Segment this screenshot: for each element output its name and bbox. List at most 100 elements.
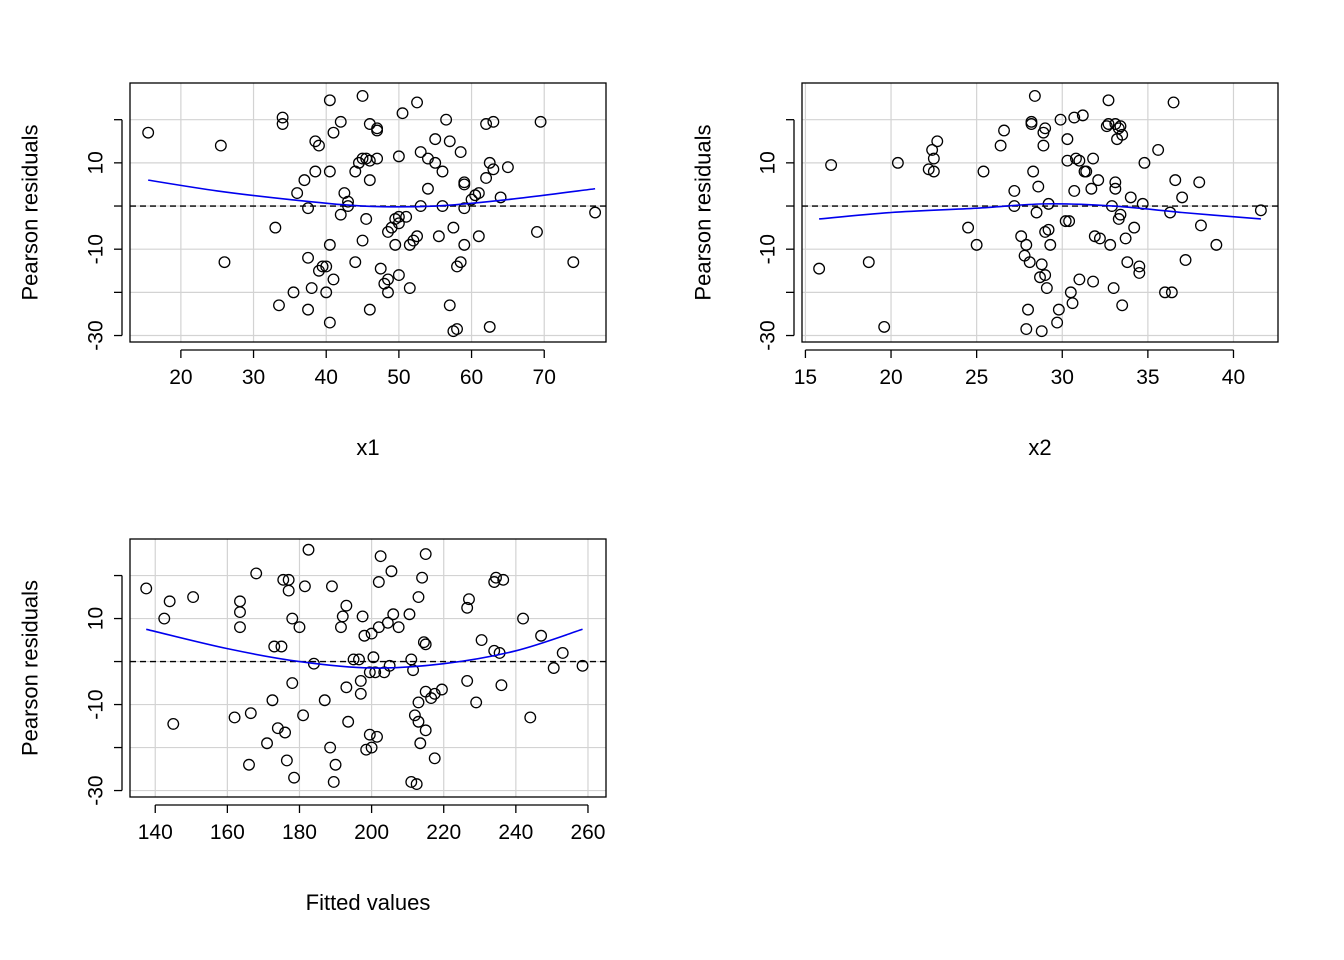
data-point — [927, 152, 940, 165]
data-point — [454, 146, 467, 159]
data-point — [342, 195, 354, 208]
data-point — [428, 752, 441, 765]
data-point — [483, 156, 496, 169]
data-point — [1088, 230, 1101, 243]
data-point — [1165, 286, 1178, 299]
data-point — [363, 174, 376, 187]
data-point — [432, 230, 445, 243]
data-point — [1042, 223, 1055, 236]
data-point — [483, 320, 496, 333]
data-point — [163, 595, 176, 608]
data-point — [1100, 120, 1113, 133]
data-point — [302, 303, 314, 316]
residual-panel-fitted: 140 160 180 200 220 240 260 -30 -10 10 Fitted valu… — [18, 538, 607, 915]
data-point — [1169, 174, 1182, 187]
data-point — [276, 111, 289, 124]
y-tick-label: 10 — [85, 607, 108, 630]
data-point — [234, 606, 246, 619]
data-point — [275, 640, 288, 653]
data-point — [234, 595, 246, 608]
data-point — [1073, 273, 1086, 286]
data-point — [1022, 303, 1034, 316]
data-point — [497, 573, 510, 586]
data-point — [363, 728, 376, 741]
data-point — [1034, 271, 1046, 284]
data-point — [1061, 133, 1074, 146]
data-point — [410, 778, 423, 791]
data-point — [475, 634, 488, 647]
data-point — [517, 612, 530, 625]
y-tick-label: -30 — [85, 775, 108, 805]
data-point — [340, 599, 353, 612]
data-point — [142, 126, 155, 139]
data-point — [356, 234, 369, 247]
data-point — [302, 251, 314, 264]
data-point — [1210, 238, 1223, 251]
data-point — [458, 238, 471, 251]
x-tick-label: 200 — [354, 821, 389, 844]
data-point — [414, 146, 427, 159]
data-point — [335, 621, 347, 634]
y-tick-label: 10 — [85, 151, 108, 174]
data-point — [277, 573, 290, 586]
data-point — [261, 737, 273, 750]
x-tick-label: 20 — [879, 366, 902, 389]
data-point — [297, 709, 310, 722]
data-point — [556, 647, 569, 659]
y-tick-label: -10 — [85, 689, 108, 719]
data-point — [1076, 109, 1089, 122]
data-point — [1128, 221, 1141, 234]
data-point — [1114, 208, 1127, 221]
data-point — [1040, 282, 1053, 294]
data-point — [374, 262, 387, 275]
data-point — [371, 152, 384, 165]
x-axis-title: x1 — [356, 435, 379, 460]
x-tick-label: 20 — [169, 366, 192, 389]
data-point — [365, 741, 378, 754]
data-point — [1061, 154, 1074, 167]
data-point — [372, 576, 385, 588]
data-point — [356, 89, 369, 102]
y-tick-label: -30 — [85, 320, 108, 350]
x-tick-label: 160 — [210, 821, 245, 844]
data-point — [458, 202, 471, 215]
data-point — [1035, 258, 1048, 271]
data-point — [813, 262, 826, 275]
data-point — [451, 260, 463, 273]
data-point — [461, 674, 474, 687]
data-point — [408, 709, 421, 722]
data-point — [273, 299, 285, 312]
data-point — [1027, 165, 1040, 178]
smooth-curve — [819, 202, 1261, 220]
data-point — [385, 565, 398, 578]
data-point — [400, 210, 413, 223]
data-point — [383, 659, 396, 672]
data-point — [1093, 232, 1106, 245]
data-point — [534, 115, 547, 128]
data-point — [487, 115, 500, 128]
data-point — [994, 139, 1007, 152]
data-point — [268, 640, 281, 653]
data-point — [470, 696, 483, 709]
x-tick-label: 70 — [533, 366, 556, 389]
data-point — [465, 193, 478, 206]
data-point — [1102, 94, 1115, 107]
data-point — [363, 666, 376, 679]
data-point — [392, 217, 405, 230]
smooth-curve — [146, 628, 583, 669]
data-point — [451, 323, 463, 336]
data-point — [472, 230, 485, 243]
data-point — [1109, 176, 1122, 189]
data-point — [454, 256, 467, 269]
data-point — [443, 135, 456, 148]
data-point — [501, 161, 514, 174]
x-axis-title: x2 — [1028, 435, 1051, 460]
data-point — [487, 163, 500, 176]
data-point — [318, 694, 331, 707]
data-point — [298, 174, 311, 187]
y-axis-title: Pearson residuals — [691, 124, 716, 300]
data-point — [970, 238, 983, 251]
data-point — [293, 621, 306, 634]
data-point — [531, 225, 543, 238]
data-point — [1109, 182, 1122, 195]
